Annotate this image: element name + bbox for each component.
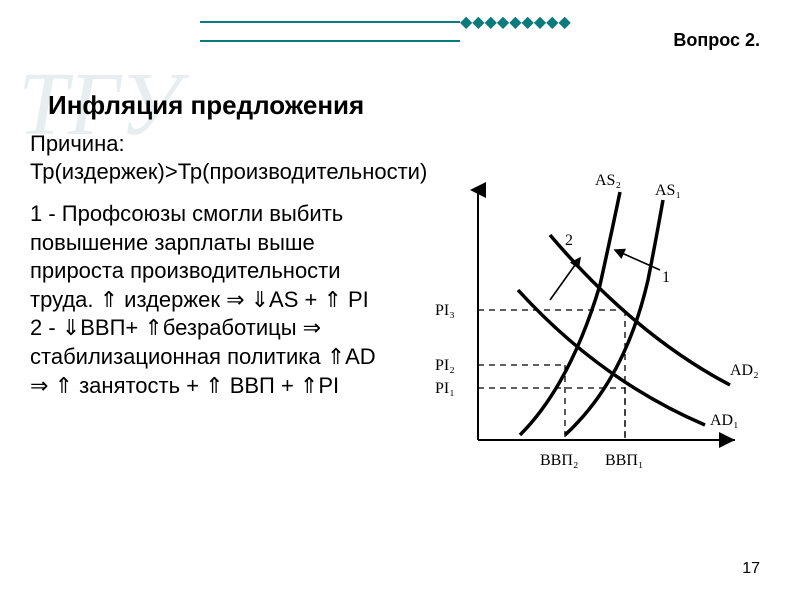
body-p1: 1 - Профсоюзы смогли выбить повышение за… xyxy=(30,200,390,314)
cause-formula: Тр(издержек)>Тр(производительности) xyxy=(30,158,427,186)
page-number: 17 xyxy=(742,560,760,578)
cause-label: Причина: xyxy=(30,130,427,158)
arrow-label-2: 2 xyxy=(565,232,573,249)
curve-as2 xyxy=(520,192,620,435)
arrow-label-1: 1 xyxy=(662,269,670,286)
body-p2: 2 - ⇓ВВП+ ⇑безработицы ⇒ стабилизационна… xyxy=(30,314,390,400)
label-ad1: AD₁ xyxy=(710,412,739,429)
curve-as1 xyxy=(565,200,663,435)
ylabel-pi3: PI₃ xyxy=(435,302,455,319)
page-title: Инфляция предложения xyxy=(48,90,364,121)
shift-arrow-2 xyxy=(550,258,580,300)
xlabel-bvp2: ВВП₂ xyxy=(540,452,578,469)
xlabel-bvp1: ВВП₁ xyxy=(605,452,643,469)
ylabel-pi2: PI₂ xyxy=(435,357,455,374)
supply-inflation-chart: 1 2 PI₃ PI₂ PI₁ ВВП₂ ВВП₁ AS₂ AS₁ AD₂ AD… xyxy=(400,170,760,490)
top-ornament: ◆◆◆◆◆◆◆◆◆ xyxy=(200,12,600,48)
cause-block: Причина: Тр(издержек)>Тр(производительно… xyxy=(30,130,427,185)
body-text: 1 - Профсоюзы смогли выбить повышение за… xyxy=(30,200,390,400)
label-as1: AS₁ xyxy=(655,182,681,199)
label-as2: AS₂ xyxy=(595,172,621,189)
ylabel-pi1: PI₁ xyxy=(435,380,455,397)
slide: ◆◆◆◆◆◆◆◆◆ ТГУ Вопрос 2. Инфляция предлож… xyxy=(0,0,800,600)
question-label: Вопрос 2. xyxy=(673,30,760,51)
label-ad2: AD₂ xyxy=(730,362,759,379)
